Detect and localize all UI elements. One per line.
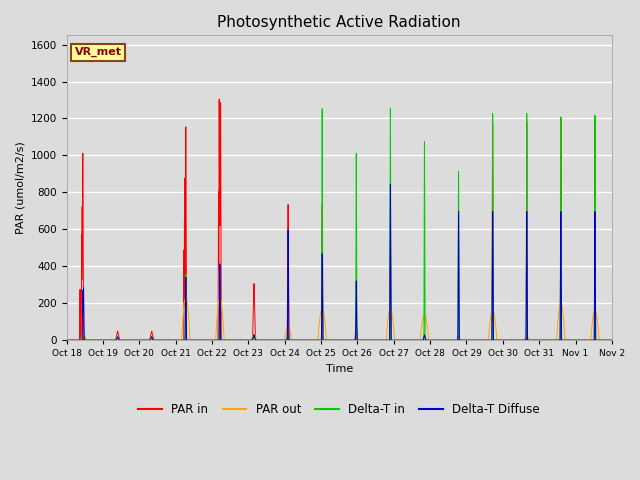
Delta-T Diffuse	[360, 337, 367, 343]
PAR in	[516, 337, 524, 343]
Line: PAR in: PAR in	[67, 99, 612, 340]
PAR out	[182, 295, 189, 300]
PAR out	[176, 337, 184, 343]
Line: Delta-T Diffuse: Delta-T Diffuse	[67, 184, 612, 340]
Delta-T Diffuse	[387, 181, 394, 187]
Delta-T Diffuse	[489, 232, 497, 238]
PAR in	[608, 337, 616, 343]
Delta-T in	[608, 337, 616, 343]
Delta-T in	[489, 164, 497, 169]
PAR in	[389, 337, 397, 343]
PAR out	[608, 337, 616, 343]
Y-axis label: PAR (umol/m2/s): PAR (umol/m2/s)	[15, 142, 25, 234]
PAR in	[176, 337, 184, 343]
Delta-T Diffuse	[176, 337, 184, 343]
PAR out	[389, 315, 397, 321]
Delta-T Diffuse	[516, 337, 524, 343]
PAR out	[516, 337, 524, 343]
PAR in	[530, 337, 538, 343]
Delta-T Diffuse	[389, 337, 397, 343]
Text: VR_met: VR_met	[75, 47, 122, 58]
PAR in	[216, 96, 223, 102]
Delta-T in	[318, 106, 326, 111]
PAR in	[360, 337, 367, 343]
Delta-T in	[530, 337, 538, 343]
PAR in	[63, 337, 70, 343]
PAR out	[63, 337, 70, 343]
Delta-T in	[63, 337, 70, 343]
Delta-T Diffuse	[63, 337, 70, 343]
X-axis label: Time: Time	[326, 364, 353, 374]
PAR out	[530, 337, 538, 343]
Delta-T in	[360, 337, 367, 343]
Legend: PAR in, PAR out, Delta-T in, Delta-T Diffuse: PAR in, PAR out, Delta-T in, Delta-T Dif…	[134, 398, 545, 420]
Delta-T in	[389, 337, 397, 343]
Line: Delta-T in: Delta-T in	[67, 108, 612, 340]
Line: PAR out: PAR out	[67, 298, 612, 340]
Delta-T in	[176, 337, 184, 343]
Title: Photosynthetic Active Radiation: Photosynthetic Active Radiation	[218, 15, 461, 30]
Delta-T in	[516, 337, 524, 343]
PAR out	[489, 308, 497, 313]
PAR out	[360, 337, 367, 343]
Delta-T Diffuse	[530, 337, 538, 343]
Delta-T Diffuse	[608, 337, 616, 343]
PAR in	[489, 160, 497, 166]
